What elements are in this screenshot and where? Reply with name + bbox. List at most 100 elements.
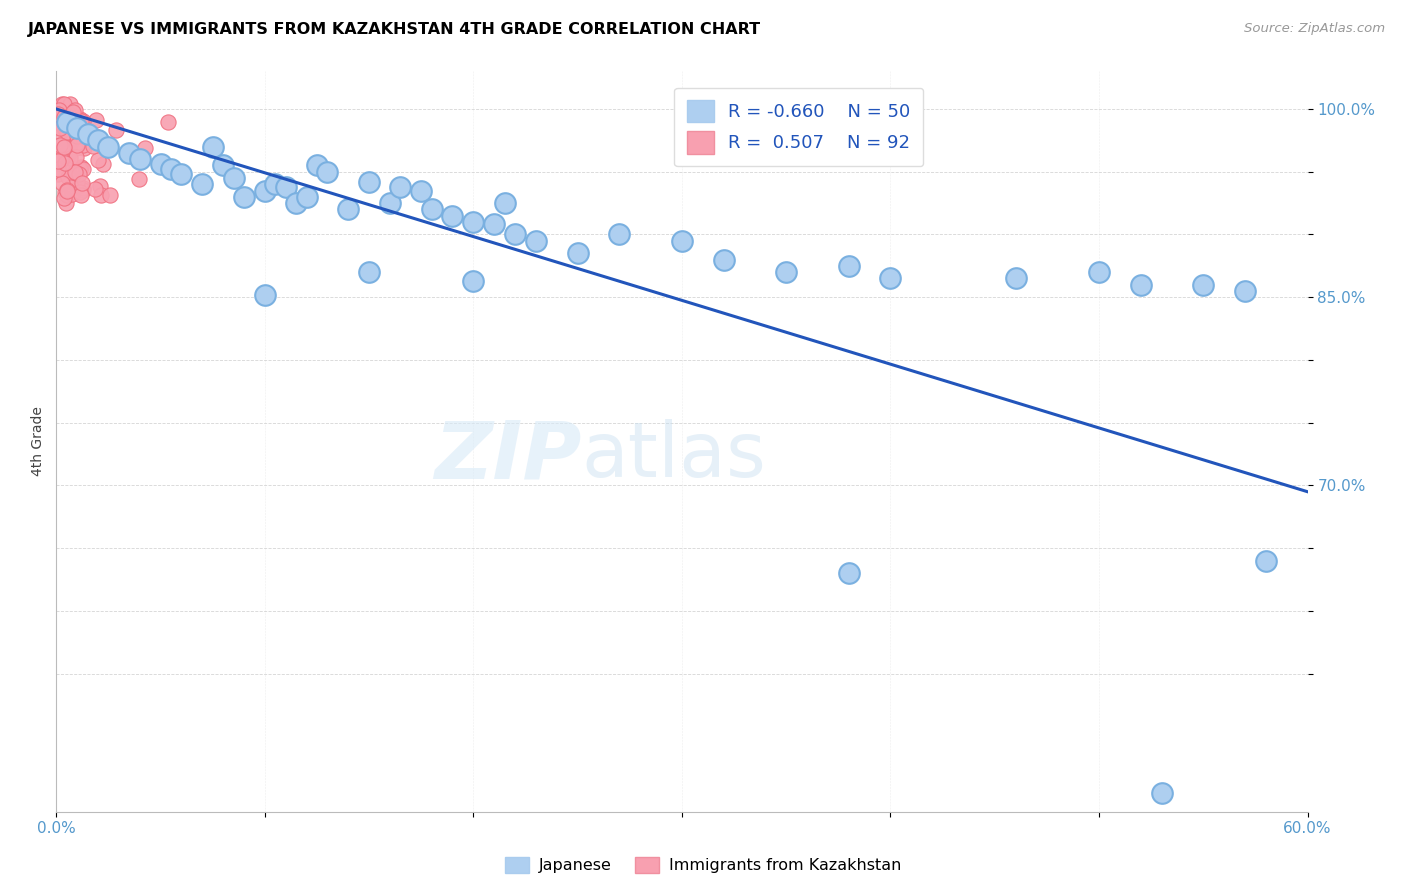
Point [63, 120, 86, 134]
Point [46, 153, 69, 168]
Text: atlas: atlas [582, 419, 766, 493]
Point [49, 157, 72, 171]
Text: Source: ZipAtlas.com: Source: ZipAtlas.com [1244, 22, 1385, 36]
Point [91, 156, 114, 170]
Point [49, 138, 72, 153]
Point [62, 120, 84, 135]
Point [53, 97, 76, 112]
Point [72, 183, 94, 197]
Point [87, 133, 110, 147]
Point [51, 136, 73, 151]
Point [463, 274, 485, 288]
Point [69, 113, 91, 128]
Point [89, 179, 111, 194]
Point [253, 287, 276, 301]
Point [1150, 786, 1173, 800]
Point [62, 127, 84, 141]
Point [157, 114, 180, 128]
Point [378, 196, 401, 211]
Point [70, 161, 93, 175]
Point [58, 163, 80, 178]
Point [83, 129, 105, 144]
Point [53, 110, 76, 124]
Point [46, 139, 69, 153]
Text: JAPANESE VS IMMIGRANTS FROM KAZAKHSTAN 4TH GRADE CORRELATION CHART: JAPANESE VS IMMIGRANTS FROM KAZAKHSTAN 4… [28, 22, 761, 37]
Point [295, 190, 318, 204]
Point [484, 218, 506, 232]
Point [55, 195, 77, 210]
Point [51, 152, 73, 166]
Point [55, 156, 77, 170]
Point [98, 188, 121, 202]
Point [160, 162, 183, 177]
Legend: Japanese, Immigrants from Kazakhstan: Japanese, Immigrants from Kazakhstan [499, 850, 907, 880]
Point [59, 151, 82, 165]
Point [274, 179, 297, 194]
Point [66, 137, 89, 152]
Y-axis label: 4th Grade: 4th Grade [31, 407, 45, 476]
Point [84, 112, 107, 127]
Point [66, 120, 89, 135]
Point [233, 190, 256, 204]
Point [63, 165, 86, 179]
Point [97, 139, 120, 153]
Point [46, 107, 69, 121]
Point [59, 145, 82, 159]
Point [67, 167, 90, 181]
Point [75, 126, 97, 140]
Point [222, 171, 245, 186]
Point [66, 175, 89, 189]
Point [60, 118, 83, 132]
Point [105, 122, 128, 136]
Legend: R = -0.660    N = 50, R =  0.507    N = 92: R = -0.660 N = 50, R = 0.507 N = 92 [673, 87, 924, 166]
Point [1088, 265, 1111, 279]
Point [53, 144, 76, 158]
Point [62, 120, 84, 135]
Point [567, 246, 589, 260]
Point [83, 182, 105, 196]
Point [337, 202, 360, 217]
Point [56, 111, 79, 125]
Point [305, 159, 328, 173]
Point [609, 227, 631, 242]
Point [56, 170, 79, 185]
Point [46, 129, 69, 144]
Point [264, 178, 287, 192]
Point [65, 166, 87, 180]
Point [66, 129, 89, 144]
Point [1129, 277, 1152, 292]
Point [70, 188, 93, 202]
Point [66, 136, 89, 150]
Point [1004, 271, 1026, 285]
Point [51, 176, 73, 190]
Point [285, 196, 308, 211]
Point [70, 176, 93, 190]
Point [60, 186, 83, 201]
Point [1254, 554, 1277, 568]
Point [52, 120, 75, 134]
Point [56, 115, 79, 129]
Point [63, 103, 86, 117]
Point [49, 152, 72, 166]
Point [72, 181, 94, 195]
Point [55, 129, 77, 144]
Point [191, 178, 214, 192]
Point [389, 179, 412, 194]
Point [65, 150, 87, 164]
Point [66, 178, 89, 193]
Point [463, 215, 485, 229]
Point [775, 265, 797, 279]
Point [69, 112, 91, 126]
Point [1192, 277, 1215, 292]
Point [838, 259, 860, 273]
Point [53, 121, 76, 136]
Point [134, 141, 156, 155]
Point [494, 196, 516, 211]
Point [46, 167, 69, 181]
Point [671, 234, 693, 248]
Point [56, 105, 79, 120]
Point [55, 114, 77, 128]
Point [46, 162, 69, 177]
Point [411, 184, 433, 198]
Point [62, 104, 84, 119]
